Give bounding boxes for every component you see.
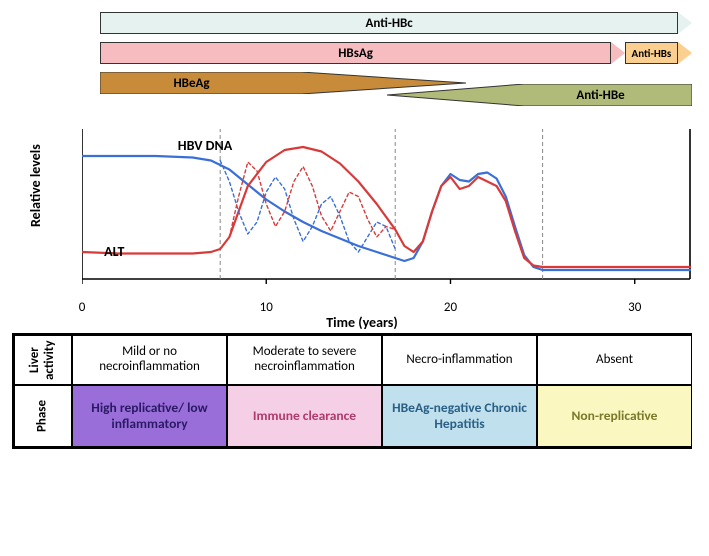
series-alt <box>82 147 690 267</box>
cell-r1-c0: High replicative/ low inflammatory <box>72 385 227 447</box>
y-axis-label: Relative levels <box>27 144 44 227</box>
row-header-1: Phase <box>14 385 72 447</box>
xtick-30: 30 <box>628 300 641 315</box>
svg-text:HBeAg: HBeAg <box>174 76 211 91</box>
cell-r0-c1: Moderate to severe necroinflammation <box>227 335 382 385</box>
phase-table: Liver activityMild or no necroinflammati… <box>12 333 692 449</box>
arrow-anti-hbs: Anti-HBs <box>625 42 692 64</box>
line-chart <box>82 127 692 297</box>
xtick-10: 10 <box>260 300 273 315</box>
arrow-head-anti-hbc <box>678 12 692 34</box>
cell-r0-c0: Mild or no necroinflammation <box>72 335 227 385</box>
xtick-0: 0 <box>79 300 86 315</box>
cell-r1-c3: Non-replicative <box>537 385 692 447</box>
cell-r1-c2: HBeAg-negative Chronic Hepatitis <box>382 385 537 447</box>
series-label-hbv-dna: HBV DNA <box>178 137 232 154</box>
xtick-20: 20 <box>444 300 457 315</box>
x-axis-label: Time (years) <box>32 314 692 331</box>
svg-text:Anti-HBe: Anti-HBe <box>576 88 625 103</box>
series-label-alt: ALT <box>104 243 124 260</box>
cell-r1-c1: Immune clearance <box>227 385 382 447</box>
arrow-label-anti-hbs: Anti-HBs <box>625 42 678 64</box>
cell-r0-c3: Absent <box>537 335 692 385</box>
arrow-label-hbsag: HBsAg <box>100 42 611 64</box>
cell-r0-c2: Necro-inflammation <box>382 335 537 385</box>
chart-area: Relative levels 0102030 Time (years) HBV… <box>32 127 692 327</box>
row-header-0: Liver activity <box>14 335 72 385</box>
arrow-anti-hbe: Anti-HBe <box>387 84 692 106</box>
arrow-label-anti-hbc: Anti-HBc <box>100 12 678 34</box>
arrow-head-hbsag <box>611 42 625 64</box>
serology-arrows: Anti-HBc HBsAg Anti-HBs HBeAg Anti-HBe <box>82 12 692 127</box>
arrow-hbsag: HBsAg <box>100 42 625 64</box>
series-hbv-dna-flux <box>220 161 395 253</box>
arrow-anti-hbc: Anti-HBc <box>100 12 692 34</box>
arrow-head-anti-hbs <box>678 42 692 64</box>
